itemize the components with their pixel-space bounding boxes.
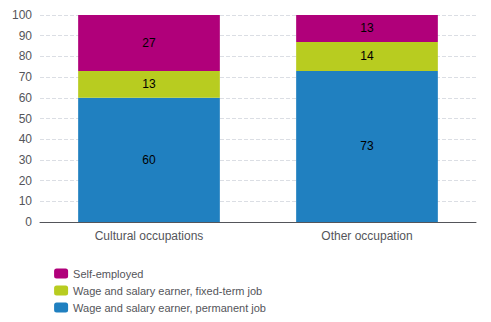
svg-text:20: 20 (19, 174, 33, 188)
svg-text:90: 90 (19, 29, 33, 43)
svg-text:27: 27 (142, 36, 156, 50)
svg-text:Self-employed: Self-employed (73, 268, 143, 280)
svg-text:Wage and salary earner, fixed-: Wage and salary earner, fixed-term job (73, 285, 262, 297)
svg-text:60: 60 (142, 153, 156, 167)
svg-text:10: 10 (19, 194, 33, 208)
svg-text:Cultural occupations: Cultural occupations (95, 229, 204, 243)
svg-text:100: 100 (12, 8, 32, 22)
svg-text:0: 0 (25, 215, 32, 229)
svg-text:50: 50 (19, 112, 33, 126)
svg-text:80: 80 (19, 49, 33, 63)
svg-text:Wage and salary earner, perman: Wage and salary earner, permanent job (73, 302, 266, 314)
svg-text:13: 13 (360, 21, 374, 35)
svg-text:Other occupation: Other occupation (321, 229, 412, 243)
svg-text:70: 70 (19, 70, 33, 84)
svg-text:13: 13 (142, 77, 156, 91)
svg-text:14: 14 (360, 49, 374, 63)
svg-text:73: 73 (360, 139, 374, 153)
svg-text:30: 30 (19, 153, 33, 167)
svg-text:40: 40 (19, 132, 33, 146)
svg-text:60: 60 (19, 91, 33, 105)
